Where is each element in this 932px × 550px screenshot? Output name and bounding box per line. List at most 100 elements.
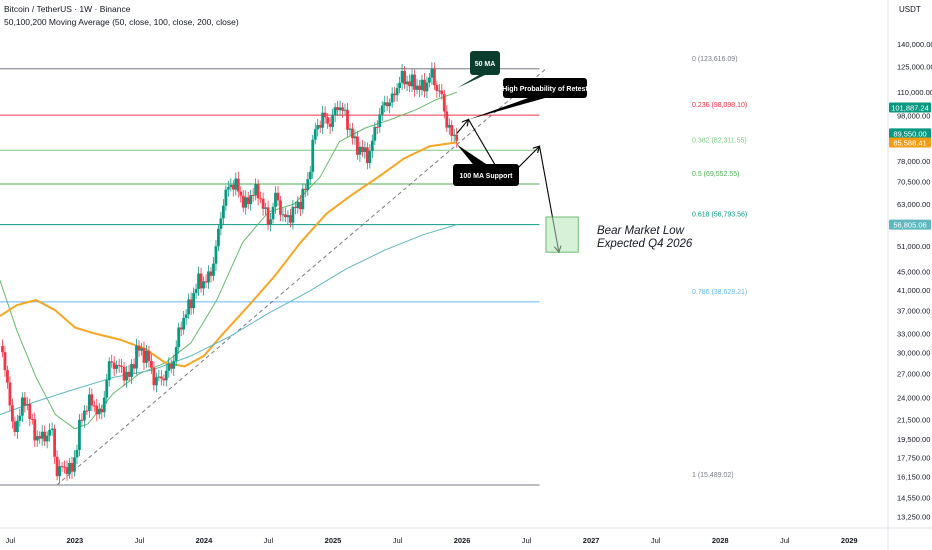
candle-body[interactable] [405, 81, 409, 85]
candle-body[interactable] [442, 94, 446, 112]
candle-body[interactable] [100, 409, 104, 413]
candle-body[interactable] [157, 376, 161, 378]
candle-body[interactable] [321, 112, 325, 128]
candle-body[interactable] [73, 457, 76, 472]
candle-body[interactable] [142, 348, 146, 363]
candle-body[interactable] [122, 366, 126, 381]
candle-body[interactable] [348, 128, 352, 130]
candle-body[interactable] [338, 107, 342, 111]
candle-body[interactable] [298, 201, 302, 210]
candle-body[interactable] [115, 364, 119, 369]
candle-body[interactable] [373, 126, 377, 141]
candle-body[interactable] [440, 90, 444, 95]
candle-body[interactable] [246, 197, 250, 205]
candle-body[interactable] [244, 197, 248, 208]
candle-body[interactable] [65, 467, 69, 475]
candle-body[interactable] [224, 189, 228, 206]
candle-body[interactable] [107, 361, 111, 381]
candle-body[interactable] [25, 404, 29, 406]
candle-body[interactable] [135, 345, 138, 369]
candle-body[interactable] [18, 415, 22, 421]
candle-body[interactable] [365, 147, 369, 164]
candle-body[interactable] [447, 124, 451, 128]
candle-body[interactable] [43, 431, 47, 442]
candle-body[interactable] [40, 431, 44, 439]
candle-body[interactable] [308, 171, 312, 180]
candle-body[interactable] [256, 184, 260, 199]
candle-body[interactable] [336, 107, 339, 111]
candle-body[interactable] [140, 348, 143, 351]
candle-body[interactable] [209, 271, 213, 276]
candle-body[interactable] [154, 377, 158, 386]
candle-body[interactable] [125, 371, 128, 381]
candle-body[interactable] [30, 418, 34, 420]
candle-body[interactable] [358, 146, 362, 155]
price-unit-label[interactable]: USDT [899, 5, 921, 14]
candle-body[interactable] [90, 394, 94, 406]
candle-body[interactable] [452, 134, 456, 136]
candle-body[interactable] [58, 466, 61, 477]
candle-body[interactable] [286, 215, 290, 218]
candle-body[interactable] [229, 184, 233, 188]
ma100-value-badge[interactable] [889, 137, 931, 148]
candle-body[interactable] [430, 68, 434, 78]
candle-body[interactable] [68, 462, 71, 475]
candle-body[interactable] [33, 419, 37, 441]
candle-body[interactable] [152, 367, 156, 386]
candle-body[interactable] [167, 363, 171, 371]
candle-body[interactable] [425, 82, 429, 92]
candle-body[interactable] [343, 109, 347, 111]
candle-body[interactable] [117, 364, 121, 366]
candle-body[interactable] [214, 246, 218, 264]
candle-body[interactable] [199, 273, 203, 289]
candle-body[interactable] [164, 370, 168, 381]
candle-body[interactable] [378, 114, 382, 128]
candle-body[interactable] [326, 117, 330, 124]
candle-body[interactable] [172, 360, 176, 369]
ma200-value-badge[interactable] [889, 102, 931, 113]
candle-body[interactable] [127, 371, 131, 377]
candle-body[interactable] [383, 102, 387, 106]
candle-body[interactable] [189, 299, 193, 309]
candle-body[interactable] [13, 421, 17, 432]
candle-body[interactable] [177, 327, 181, 348]
candle-body[interactable] [346, 109, 349, 130]
candle-body[interactable] [174, 347, 178, 361]
candle-body[interactable] [363, 147, 367, 152]
candle-body[interactable] [162, 378, 166, 381]
candle-body[interactable] [403, 70, 406, 85]
retest-callout-box[interactable] [503, 78, 587, 98]
candle-body[interactable] [194, 288, 198, 294]
candle-body[interactable] [408, 81, 411, 87]
candle-body[interactable] [63, 466, 66, 468]
candle-body[interactable] [266, 207, 270, 225]
candle-body[interactable] [370, 140, 374, 151]
candle-body[interactable] [70, 462, 74, 472]
ma50-value-badge[interactable] [889, 219, 931, 230]
ma50-callout-box[interactable] [470, 51, 500, 75]
candle-body[interactable] [284, 214, 287, 218]
candle-body[interactable] [23, 397, 27, 406]
candle-body[interactable] [132, 364, 136, 369]
candle-body[interactable] [130, 364, 133, 377]
candle-body[interactable] [375, 126, 379, 128]
candle-body[interactable] [207, 271, 210, 283]
candle-body[interactable] [360, 146, 364, 152]
candle-body[interactable] [249, 195, 253, 205]
candle-body[interactable] [38, 436, 42, 439]
candle-body[interactable] [450, 124, 454, 136]
candle-body[interactable] [323, 112, 327, 118]
candle-body[interactable] [380, 105, 384, 115]
candle-body[interactable] [6, 370, 9, 383]
candle-body[interactable] [187, 299, 191, 315]
candle-body[interactable] [105, 380, 109, 398]
candle-body[interactable] [328, 123, 332, 127]
candle-body[interactable] [15, 420, 19, 432]
candle-body[interactable] [102, 397, 106, 413]
candle-body[interactable] [92, 405, 96, 407]
candle-body[interactable] [95, 405, 99, 415]
candle-body[interactable] [281, 214, 285, 216]
bear-market-target-zone[interactable] [545, 216, 579, 253]
candle-body[interactable] [341, 107, 344, 111]
candle-body[interactable] [145, 350, 148, 363]
